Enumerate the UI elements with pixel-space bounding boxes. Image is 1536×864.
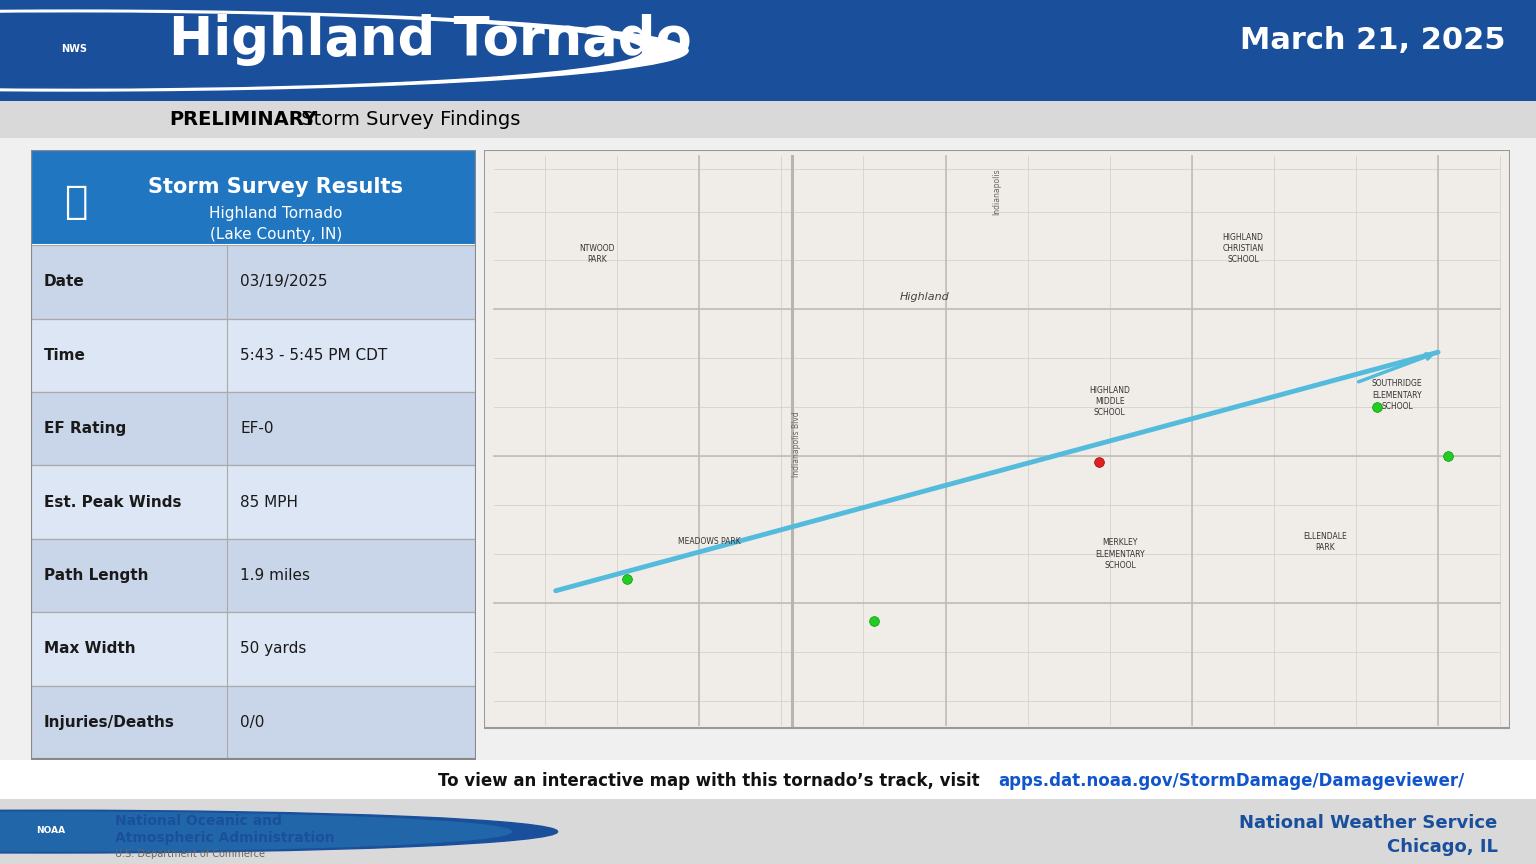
Text: (Lake County, IN): (Lake County, IN): [209, 227, 343, 242]
Bar: [31, 539, 476, 613]
Text: Injuries/Deaths: Injuries/Deaths: [45, 715, 175, 730]
Text: 50 yards: 50 yards: [240, 641, 307, 657]
Text: Storm Survey Findings: Storm Survey Findings: [295, 111, 521, 129]
Text: Storm Survey Results: Storm Survey Results: [147, 177, 404, 197]
Text: 0/0: 0/0: [240, 715, 264, 730]
Text: 85 MPH: 85 MPH: [240, 494, 298, 510]
Circle shape: [0, 810, 558, 853]
Circle shape: [0, 812, 511, 851]
Text: PRELIMINARY: PRELIMINARY: [169, 111, 316, 129]
Text: ELLENDALE
PARK: ELLENDALE PARK: [1304, 531, 1347, 552]
Bar: [31, 245, 476, 319]
Text: NTWOOD
PARK: NTWOOD PARK: [579, 245, 614, 264]
Text: 1.9 miles: 1.9 miles: [240, 568, 310, 583]
Text: EF5: EF5: [1009, 767, 1032, 780]
Text: UKN: UKN: [1204, 767, 1230, 780]
Text: Chicago, IL: Chicago, IL: [1387, 838, 1498, 856]
Text: Max Width: Max Width: [45, 641, 135, 657]
Text: National Weather Service: National Weather Service: [1240, 814, 1498, 831]
Text: EF Rating: EF Rating: [45, 421, 126, 436]
Text: SOUTHRIDGE
ELEMENTARY
SCHOOL: SOUTHRIDGE ELEMENTARY SCHOOL: [1372, 379, 1422, 410]
Text: Est. Peak Winds: Est. Peak Winds: [45, 494, 181, 510]
Text: EF0: EF0: [522, 767, 545, 780]
Text: Highland Tornado: Highland Tornado: [169, 15, 691, 67]
Bar: [31, 319, 476, 392]
Text: Date: Date: [45, 275, 84, 289]
Text: Atmospheric Administration: Atmospheric Administration: [115, 831, 335, 845]
Text: Highland: Highland: [900, 292, 949, 302]
Bar: [31, 613, 476, 686]
Text: Indianapolis Blvd: Indianapolis Blvd: [793, 411, 802, 477]
Text: To view an interactive map with this tornado’s track, visit: To view an interactive map with this tor…: [438, 772, 985, 790]
Text: Indianapolis: Indianapolis: [992, 168, 1001, 215]
Text: 🌪: 🌪: [63, 182, 88, 220]
Circle shape: [0, 10, 688, 91]
Text: NWS: NWS: [61, 43, 86, 54]
Bar: [31, 392, 476, 466]
Text: National Oceanic and: National Oceanic and: [115, 814, 283, 828]
Text: TSTM: TSTM: [1106, 767, 1141, 780]
Text: 5:43 - 5:45 PM CDT: 5:43 - 5:45 PM CDT: [240, 347, 387, 363]
Text: March 21, 2025: March 21, 2025: [1240, 26, 1505, 55]
Text: EF2: EF2: [717, 767, 740, 780]
Text: MERKLEY
ELEMENTARY
SCHOOL: MERKLEY ELEMENTARY SCHOOL: [1095, 538, 1144, 569]
Bar: [31, 686, 476, 759]
Text: Time: Time: [45, 347, 86, 363]
Text: Path Length: Path Length: [45, 568, 149, 583]
Text: EF3: EF3: [814, 767, 837, 780]
Text: HIGHLAND
MIDDLE
SCHOOL: HIGHLAND MIDDLE SCHOOL: [1089, 385, 1130, 416]
Text: apps.dat.noaa.gov/StormDamage/Damageviewer/: apps.dat.noaa.gov/StormDamage/Damageview…: [998, 772, 1465, 790]
Text: EF-0: EF-0: [240, 421, 273, 436]
Text: MEADOWS PARK: MEADOWS PARK: [679, 537, 740, 546]
Text: 03/19/2025: 03/19/2025: [240, 275, 327, 289]
Bar: [31, 466, 476, 539]
Circle shape: [0, 13, 642, 88]
Text: Highland Tornado: Highland Tornado: [209, 206, 343, 221]
Text: HIGHLAND
CHRISTIAN
SCHOOL: HIGHLAND CHRISTIAN SCHOOL: [1223, 232, 1264, 264]
Text: NOAA: NOAA: [37, 826, 65, 835]
Bar: [31, 150, 476, 245]
Text: EF1: EF1: [619, 767, 642, 780]
Text: EF4: EF4: [912, 767, 934, 780]
Text: U.S. Department of Commerce: U.S. Department of Commerce: [115, 848, 266, 859]
